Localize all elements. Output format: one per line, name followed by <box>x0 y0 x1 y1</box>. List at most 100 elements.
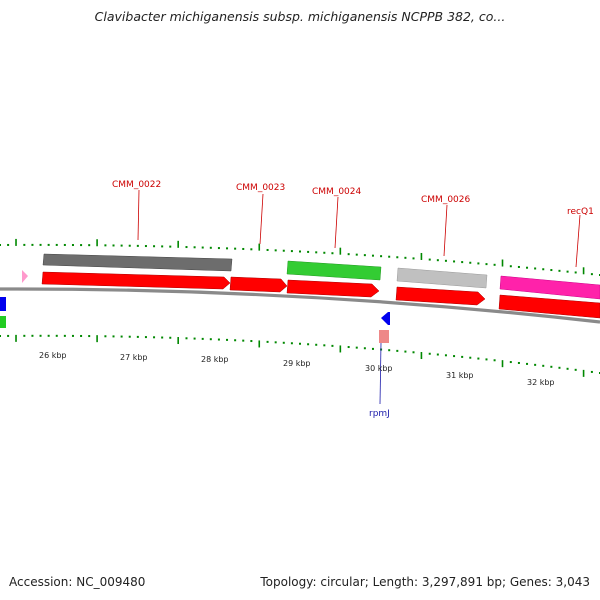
minor-tick <box>39 334 42 337</box>
minor-tick <box>71 244 74 247</box>
major-tick <box>339 247 342 255</box>
cds-arrow-cmm-0024[interactable] <box>286 279 380 298</box>
gene-label-cmm-0023: CMM_0023 <box>236 183 285 193</box>
minor-tick <box>355 253 358 256</box>
minor-tick <box>0 244 1 246</box>
minor-tick <box>388 255 391 258</box>
genome-backbone <box>0 287 600 324</box>
minor-tick <box>404 350 407 353</box>
minor-tick <box>242 247 245 250</box>
minor-tick <box>347 346 350 349</box>
minor-tick <box>161 245 164 248</box>
tick-label-32: 32 kbp <box>527 378 555 387</box>
minor-tick <box>534 363 537 366</box>
minor-tick <box>282 249 285 252</box>
minor-tick <box>396 256 399 259</box>
minor-tick <box>493 359 496 362</box>
minor-tick <box>315 251 318 254</box>
tick-label-27: 27 kbp <box>120 353 148 362</box>
minor-tick <box>550 365 553 368</box>
minus-feature-green-left[interactable] <box>0 316 6 328</box>
major-tick <box>96 335 98 343</box>
minor-tick <box>315 343 318 346</box>
minor-tick <box>323 344 326 347</box>
gene-feature-cmm-0022[interactable] <box>42 253 233 272</box>
outer-tick-track <box>0 238 600 276</box>
minor-tick <box>307 250 310 253</box>
minor-tick <box>88 244 91 247</box>
minor-tick <box>71 334 74 337</box>
cds-arrow-cmm-0022[interactable] <box>41 271 231 290</box>
rpmj-leader <box>379 342 382 405</box>
minor-tick <box>404 256 407 259</box>
minor-tick <box>120 335 123 338</box>
minor-tick <box>290 250 293 253</box>
minor-tick <box>266 340 269 343</box>
minor-tick <box>201 337 204 340</box>
major-tick <box>177 240 179 248</box>
major-tick <box>177 337 179 345</box>
minor-tick <box>104 244 107 247</box>
minor-tick <box>517 265 520 268</box>
minor-tick <box>161 336 164 339</box>
minor-tick <box>347 253 350 256</box>
minor-tick <box>250 248 253 251</box>
major-tick <box>501 360 504 368</box>
minor-tick <box>371 347 374 350</box>
minor-tick <box>80 244 83 247</box>
minus-feature-rpmj-pink[interactable] <box>379 330 389 343</box>
minor-tick <box>453 355 456 358</box>
gene-feature-recq1[interactable] <box>499 275 600 300</box>
minor-tick <box>299 250 301 253</box>
minor-tick <box>323 251 326 254</box>
minor-tick <box>566 270 569 273</box>
minor-tick <box>217 247 220 250</box>
minor-tick <box>23 334 26 337</box>
minor-tick <box>136 244 139 247</box>
inner-tick-track <box>0 334 600 377</box>
minus-feature-rpmj-arrow[interactable] <box>381 312 390 325</box>
minor-tick <box>526 362 529 365</box>
gene-feature-cmm-0024[interactable] <box>286 260 382 281</box>
minus-feature-blue-left[interactable] <box>0 297 6 311</box>
minor-tick <box>558 269 561 272</box>
minor-tick <box>7 334 10 337</box>
minor-tick <box>485 263 488 266</box>
minor-tick <box>590 273 593 276</box>
cds-arrow-cmm-0026[interactable] <box>395 286 486 306</box>
tick-label-30: 30 kbp <box>365 364 393 373</box>
minor-tick <box>574 271 577 274</box>
gene-label-rpmj: rpmJ <box>369 409 390 419</box>
minor-tick <box>363 347 366 350</box>
gene-feature-cmm-0026[interactable] <box>396 267 488 289</box>
minor-tick <box>566 367 569 370</box>
minor-tick <box>23 243 26 246</box>
minor-tick <box>590 370 593 373</box>
accession-text: Accession: NC_009480 <box>9 575 146 589</box>
gene-feature-left-pink[interactable] <box>22 270 28 283</box>
major-tick <box>15 238 17 246</box>
minor-tick <box>380 255 383 258</box>
minor-tick <box>0 335 1 337</box>
minor-tick <box>104 335 107 338</box>
minor-tick <box>509 265 512 268</box>
major-tick <box>420 352 423 360</box>
cds-arrow-cmm-0023[interactable] <box>229 276 288 293</box>
major-tick <box>501 259 504 267</box>
minor-tick <box>526 266 529 269</box>
minor-tick <box>428 258 431 261</box>
minor-tick <box>193 246 196 249</box>
minor-tick <box>136 335 139 338</box>
minor-tick <box>250 340 253 343</box>
minor-tick <box>153 336 156 339</box>
major-tick <box>15 334 17 342</box>
minor-tick <box>509 361 512 364</box>
cds-arrow-recq1[interactable] <box>498 294 600 319</box>
minor-tick <box>274 249 277 252</box>
label-leaders <box>137 189 581 268</box>
minor-tick <box>436 353 439 356</box>
minor-tick <box>299 342 301 345</box>
map-title: Clavibacter michiganensis subsp. michiga… <box>94 9 506 24</box>
minor-tick <box>128 244 131 247</box>
minor-tick <box>217 338 220 341</box>
